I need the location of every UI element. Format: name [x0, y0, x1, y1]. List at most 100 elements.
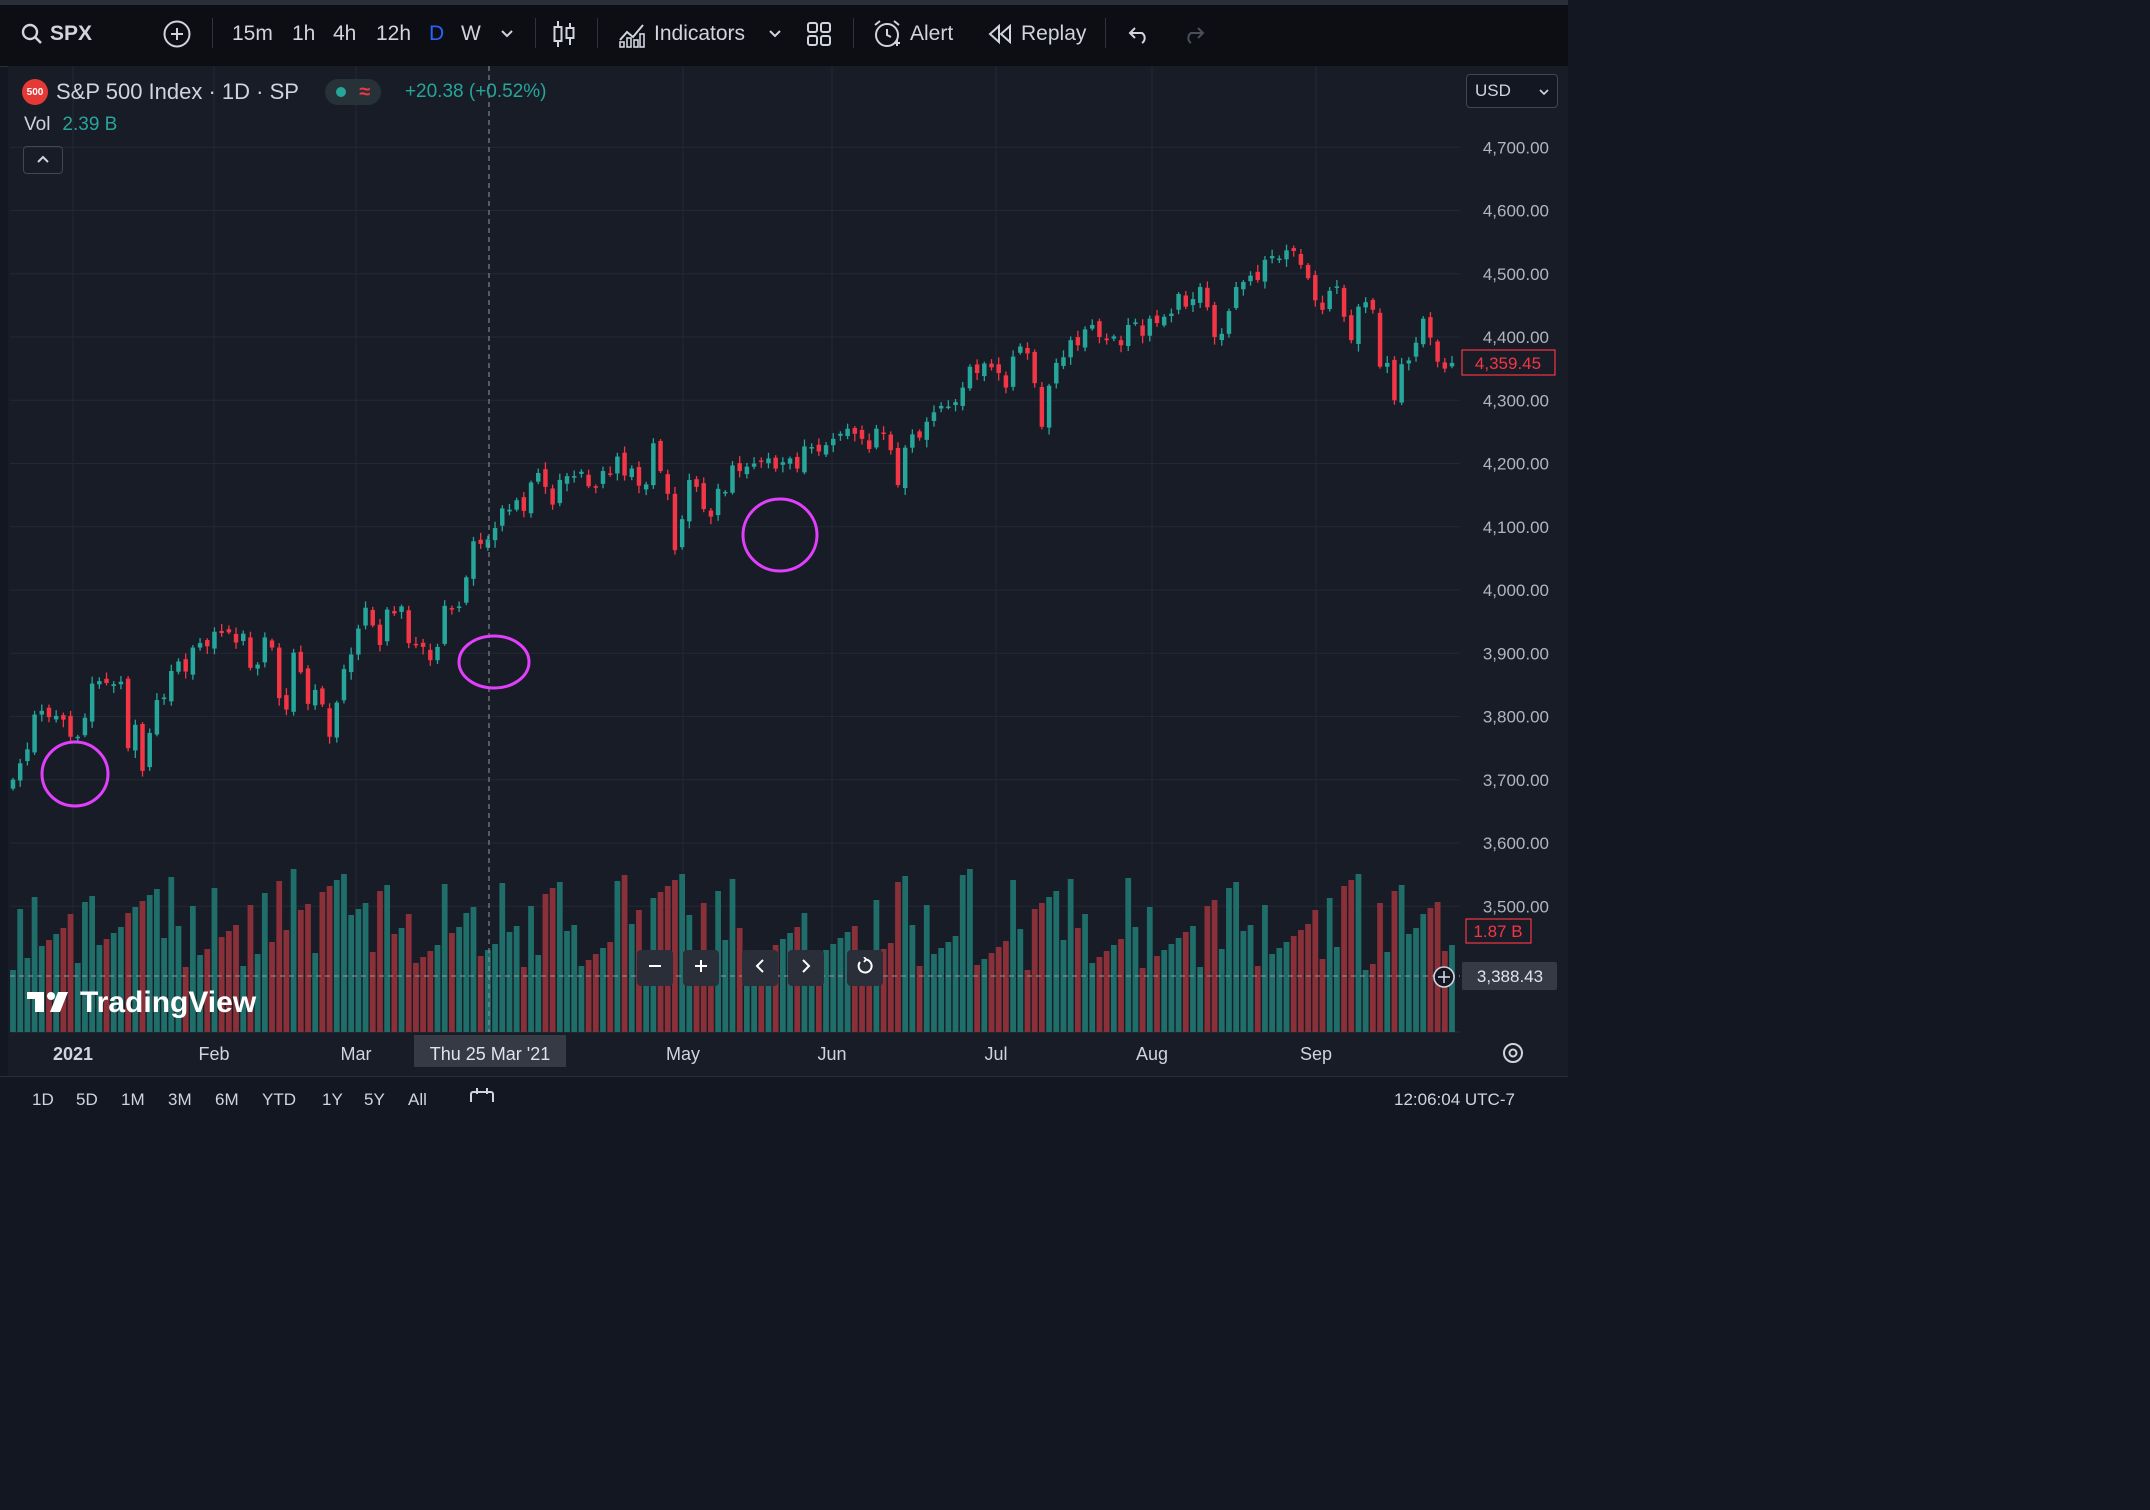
chart-type-button[interactable]: [553, 18, 575, 50]
volume-bar: [348, 915, 355, 1032]
candle-body: [579, 471, 584, 474]
interval-4h[interactable]: 4h: [333, 18, 356, 50]
volume-bar: [931, 954, 937, 1032]
candle-body: [205, 640, 210, 647]
indicators-button[interactable]: Indicators: [618, 18, 745, 50]
volume-bar: [1362, 970, 1369, 1032]
volume-bar: [1254, 966, 1261, 1032]
volume-bar: [499, 883, 506, 1032]
candle-body: [1435, 341, 1440, 362]
volume-bar: [427, 951, 434, 1032]
zoom-out-button[interactable]: [637, 950, 673, 986]
volume-bar: [578, 966, 585, 1032]
range-5d[interactable]: 5D: [76, 1090, 98, 1109]
symbol-legend[interactable]: 500 S&P 500 Index · 1D · SP ≈ +20.38 (+0…: [22, 78, 547, 106]
range-ytd[interactable]: YTD: [262, 1090, 296, 1109]
volume-bar: [1298, 930, 1304, 1032]
symbol-label: SPX: [50, 22, 93, 45]
volume-bar: [600, 948, 606, 1032]
volume-bar: [1355, 874, 1362, 1032]
candles-icon: [553, 19, 575, 49]
candle-body: [75, 736, 80, 739]
undo-button[interactable]: [1127, 18, 1151, 50]
calendar-icon[interactable]: [469, 1088, 495, 1107]
price-axis[interactable]: 4,700.00 4,600.00 4,500.00 4,400.00 4,300.00…: [1483, 138, 1549, 916]
volume-bar: [1139, 968, 1146, 1032]
range-6m[interactable]: 6M: [215, 1090, 239, 1109]
indicators-dropdown[interactable]: [768, 18, 782, 50]
volume-bar: [449, 933, 455, 1032]
range-all[interactable]: All: [408, 1090, 427, 1109]
currency-select[interactable]: USD: [1466, 74, 1558, 108]
candle-body: [348, 654, 354, 673]
alert-button[interactable]: Alert: [872, 18, 953, 50]
candle-body: [1140, 325, 1145, 336]
interval-12h[interactable]: 12h: [376, 18, 411, 50]
volume-bar: [74, 963, 81, 1032]
time-tick-label: Sep: [1300, 1044, 1332, 1064]
last-price-label: 4,359.45: [1475, 354, 1541, 373]
range-5y[interactable]: 5Y: [364, 1090, 385, 1109]
add-alert-at-price-button[interactable]: [1432, 965, 1456, 989]
candle-body: [953, 402, 958, 406]
candle-body: [1363, 302, 1368, 308]
range-1y[interactable]: 1Y: [322, 1090, 343, 1109]
reset-chart-button[interactable]: [847, 950, 883, 986]
candle-body: [1413, 342, 1419, 357]
interval-15m[interactable]: 15m: [232, 18, 273, 50]
volume-legend[interactable]: Vol 2.39 B: [24, 114, 117, 136]
candle-body: [874, 428, 879, 448]
scroll-right-button[interactable]: [788, 950, 824, 986]
candle-body: [1010, 356, 1016, 387]
candle-body: [32, 714, 37, 753]
candle-body: [528, 482, 534, 514]
volume-bar: [808, 962, 815, 1032]
chart-settings-gear-icon[interactable]: [1503, 1043, 1523, 1063]
candle-body: [701, 483, 706, 510]
candle-body: [838, 433, 843, 436]
chevron-up-icon: [36, 151, 50, 169]
volume-bar: [744, 969, 750, 1032]
collapse-legend-button[interactable]: [23, 146, 63, 174]
interval-1h[interactable]: 1h: [292, 18, 315, 50]
interval-w[interactable]: W: [461, 18, 481, 50]
replay-button[interactable]: Replay: [987, 18, 1086, 50]
top-toolbar: SPX 15m 1h 4h 12h D W Indicators: [0, 0, 1568, 67]
annotation-circle-jan[interactable]: [40, 740, 110, 808]
range-1d[interactable]: 1D: [32, 1090, 54, 1109]
annotation-circle-may[interactable]: [741, 497, 819, 573]
scroll-left-button[interactable]: [742, 950, 778, 986]
candle-body: [687, 479, 692, 522]
candlestick-chart[interactable]: 4,700.00 4,600.00 4,500.00 4,400.00 4,300.00…: [0, 0, 1568, 1101]
candle-body: [830, 438, 836, 446]
candle-body: [1284, 250, 1289, 260]
candle-body: [320, 688, 325, 705]
candle-body: [651, 443, 656, 486]
volume-bar: [1305, 924, 1311, 1032]
add-circle-icon: [162, 19, 192, 49]
interval-dropdown[interactable]: [500, 18, 514, 50]
candle-body: [1147, 318, 1153, 336]
volume-bar: [17, 909, 24, 1032]
volume-bar: [1276, 948, 1283, 1032]
volume-bar: [895, 882, 901, 1032]
time-axis[interactable]: 2021 Feb Mar May Jun Jul Aug Sep: [53, 1044, 1332, 1064]
symbol-search-button[interactable]: SPX: [20, 18, 92, 50]
volume-bar: [1226, 888, 1232, 1032]
candle-body: [1356, 306, 1361, 344]
zoom-in-button[interactable]: [683, 950, 719, 986]
candle-body: [1161, 316, 1167, 326]
range-1m[interactable]: 1M: [121, 1090, 145, 1109]
redo-button[interactable]: [1182, 18, 1206, 50]
range-3m[interactable]: 3M: [168, 1090, 192, 1109]
volume-bar: [477, 956, 484, 1032]
time-tick-label: Mar: [341, 1044, 372, 1064]
annotation-circle-mar[interactable]: [457, 634, 531, 690]
candle-body: [10, 779, 16, 789]
compare-symbol-button[interactable]: [162, 18, 192, 50]
volume-bar: [470, 907, 477, 1032]
interval-d-active[interactable]: D: [429, 18, 444, 50]
candle-body: [133, 724, 138, 751]
layouts-button[interactable]: [806, 18, 832, 50]
market-status-pill[interactable]: ≈: [324, 79, 381, 105]
